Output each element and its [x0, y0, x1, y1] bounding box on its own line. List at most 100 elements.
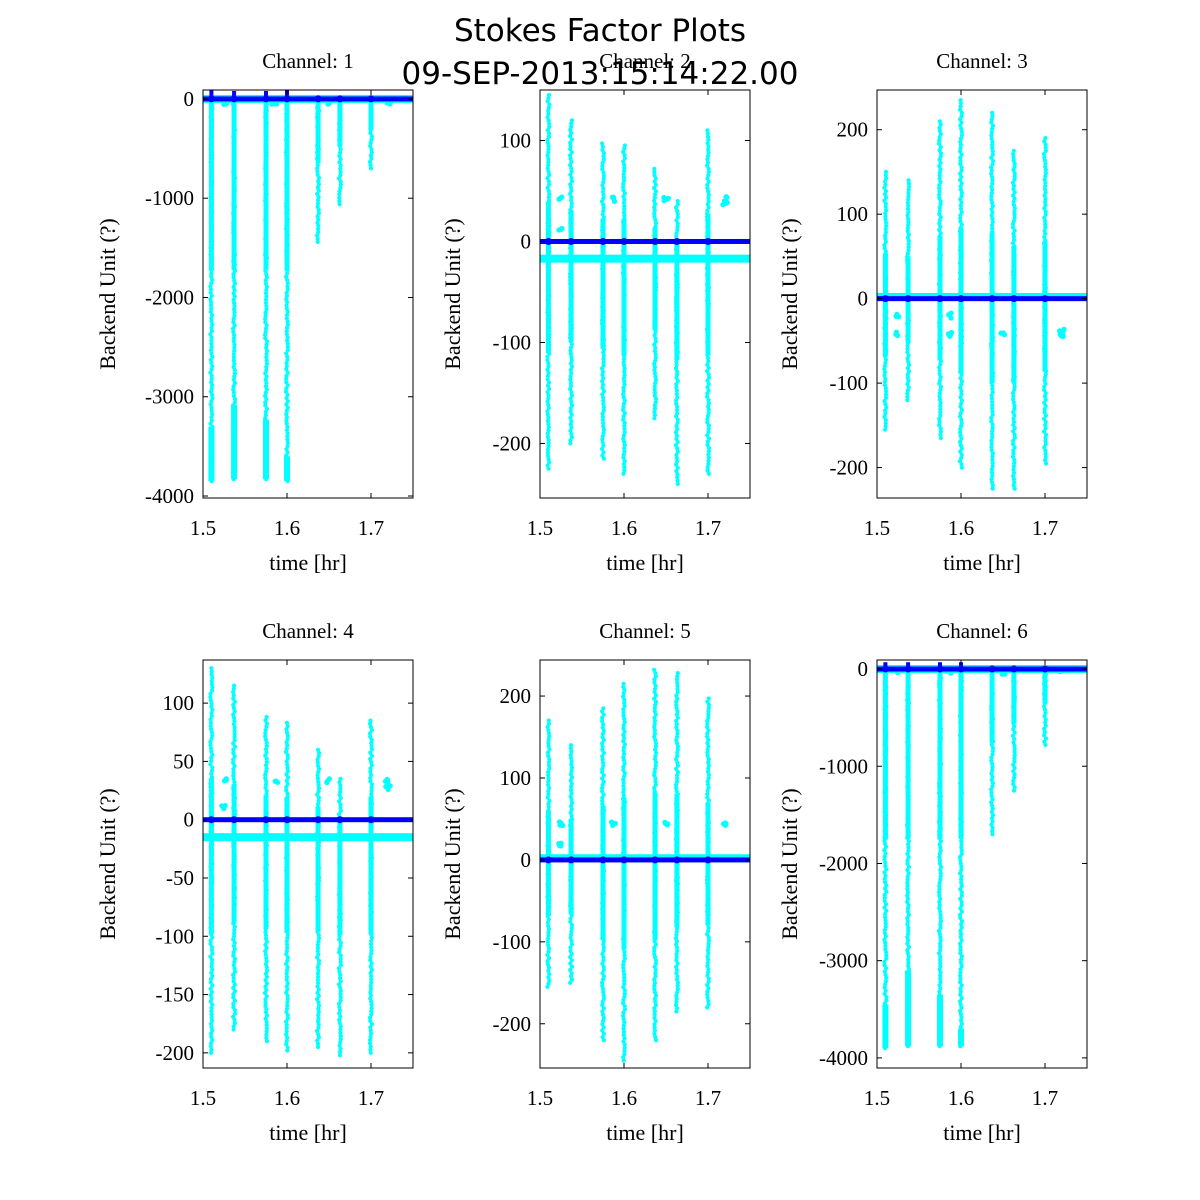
cyan-point [369, 137, 374, 142]
cyan-point [368, 1047, 373, 1052]
cyan-point [1042, 139, 1047, 144]
cyan-point [674, 955, 679, 960]
cyan-point [884, 832, 889, 837]
x-tick-label: 1.7 [358, 1086, 384, 1110]
cyan-point [208, 717, 213, 722]
cyan-point [232, 924, 237, 929]
cyan-point [208, 194, 213, 199]
cyan-point [622, 293, 627, 298]
cyan-point [705, 909, 710, 914]
cyan-point [622, 411, 628, 416]
cyan-cluster-point [387, 101, 393, 107]
cyan-point [263, 753, 268, 758]
cyan-point [653, 852, 658, 858]
cyan-point [545, 750, 551, 755]
cyan-point [989, 790, 994, 795]
cyan-point [990, 460, 995, 466]
cyan-point [938, 794, 944, 799]
cyan-point [264, 134, 269, 139]
cyan-point [600, 916, 605, 922]
cyan-point [883, 675, 888, 680]
cyan-point [337, 947, 342, 952]
cyan-point [545, 412, 550, 417]
cyan-point [263, 179, 269, 184]
cyan-point [546, 393, 551, 398]
cyan-point [232, 380, 237, 386]
cyan-point [599, 789, 605, 794]
cyan-point [959, 723, 964, 728]
cyan-point [905, 340, 911, 345]
cyan-point [675, 459, 680, 464]
plot-area [203, 90, 413, 484]
cyan-point [232, 728, 237, 733]
cyan-point [315, 1028, 320, 1034]
cyan-point [368, 153, 374, 158]
cyan-point [232, 236, 237, 241]
cyan-point [601, 270, 606, 275]
cyan-point [263, 914, 268, 919]
cyan-point [653, 942, 659, 947]
cyan-point [285, 335, 290, 340]
cyan-point [285, 981, 290, 986]
cyan-point [264, 881, 269, 887]
cyan-point [315, 172, 320, 177]
cyan-point [905, 755, 910, 760]
cyan-point [989, 271, 994, 276]
cyan-point [568, 329, 573, 334]
cyan-point [316, 789, 321, 794]
cyan-point [652, 894, 657, 899]
cyan-point [882, 707, 887, 712]
cyan-point [621, 863, 626, 868]
cyan-point [337, 873, 342, 878]
cyan-point [316, 1009, 321, 1015]
cyan-point [653, 374, 658, 379]
cyan-point [652, 333, 657, 338]
cyan-point [209, 242, 214, 247]
cyan-point [621, 934, 626, 939]
cyan-point [883, 761, 888, 767]
cyan-point [938, 132, 943, 137]
cyan-dense-band [958, 1028, 964, 1047]
cyan-point [337, 1053, 343, 1058]
cyan-point [337, 1043, 342, 1048]
cyan-point [210, 983, 215, 988]
cyan-point [208, 348, 214, 353]
cyan-point [338, 911, 343, 916]
cyan-point [315, 894, 320, 899]
cyan-point [906, 964, 911, 969]
cyan-point [622, 1004, 627, 1009]
cyan-point [622, 822, 627, 827]
cyan-point [621, 1058, 626, 1063]
cyan-point [285, 233, 290, 238]
cyan-point [232, 137, 237, 142]
cyan-point [705, 391, 710, 396]
cyan-point [958, 331, 963, 336]
cyan-point [653, 310, 658, 315]
cyan-point [285, 124, 290, 129]
cyan-point [937, 234, 942, 239]
cyan-point [959, 922, 964, 927]
cyan-point [990, 149, 995, 154]
cyan-point [622, 350, 627, 355]
cyan-point [705, 788, 710, 793]
cyan-point [990, 351, 995, 356]
cyan-point [369, 852, 374, 857]
cyan-point [653, 808, 658, 813]
cyan-point [958, 443, 964, 448]
cyan-point [315, 763, 321, 768]
cyan-point [285, 450, 290, 455]
cyan-point [369, 150, 374, 155]
cyan-point [316, 211, 321, 216]
cyan-point [705, 948, 711, 953]
cyan-point [673, 837, 679, 842]
cyan-point [547, 798, 552, 803]
cyan-point [285, 178, 290, 184]
cyan-point [706, 449, 712, 454]
blue-point [599, 238, 607, 245]
cyan-point [601, 350, 606, 355]
cyan-point [621, 1026, 626, 1031]
cyan-point [705, 349, 711, 354]
cyan-point [990, 406, 995, 411]
cyan-point [906, 694, 911, 700]
cyan-point [568, 415, 573, 420]
